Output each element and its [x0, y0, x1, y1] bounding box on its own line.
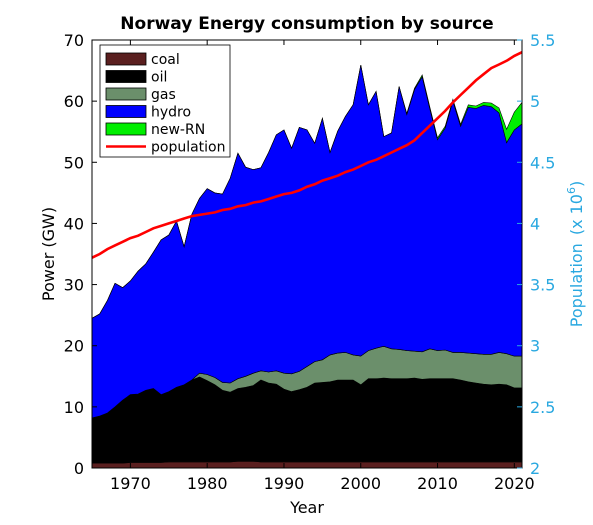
y-tick-label: 50	[64, 153, 84, 172]
population-line-group	[91, 51, 523, 259]
y2-axis-label-close: )	[567, 181, 586, 187]
y2-tick-label: 5.5	[530, 31, 555, 50]
y2-tick-label: 3	[530, 337, 540, 356]
y2-tick-label: 2	[530, 459, 540, 478]
y-tick-label: 0	[74, 459, 84, 478]
x-tick-label: 2010	[417, 474, 458, 493]
y-tick-label: 40	[64, 214, 84, 233]
y2-axis-label-main: Population	[567, 243, 586, 327]
y-tick-label: 60	[64, 92, 84, 111]
legend-swatch-hydro	[105, 105, 147, 118]
y2-axis: 2 2.5 3 3.5 4 4.5 5 5.5	[517, 31, 555, 478]
y2-axis-label: Population (x 106)	[565, 181, 586, 327]
legend-label-new-rn: new-RN	[151, 122, 205, 138]
legend-label-gas: gas	[151, 87, 176, 103]
x-axis-label: Year	[289, 498, 324, 517]
y-tick-label: 10	[64, 398, 84, 417]
legend-label-oil: oil	[151, 70, 167, 86]
population-line	[91, 51, 523, 259]
y-tick-label: 30	[64, 276, 84, 295]
y-tick-label: 20	[64, 337, 84, 356]
stacked-areas	[91, 65, 523, 469]
y-tick-label: 70	[64, 31, 84, 50]
x-axis: 1970 1980 1990 2000 2010 2020	[110, 40, 535, 493]
legend-swatch-oil	[105, 70, 147, 83]
y2-tick-label: 4.5	[530, 153, 555, 172]
x-tick-label: 2020	[494, 474, 535, 493]
y2-tick-label: 5	[530, 92, 540, 111]
legend-swatch-new-rn	[105, 122, 147, 136]
x-tick-label: 1970	[110, 474, 151, 493]
y2-tick-label: 2.5	[530, 398, 555, 417]
legend-label-population: population	[151, 140, 226, 156]
y-axis: 0 10 20 30 40 50 60 70	[64, 31, 97, 478]
x-tick-label: 1980	[187, 474, 228, 493]
legend-swatch-gas	[105, 87, 147, 101]
x-tick-label: 1990	[264, 474, 305, 493]
y2-axis-label-unit: (x 10	[567, 194, 586, 235]
plot-frame	[91, 39, 523, 469]
y-axis-label: Power (GW)	[39, 207, 58, 301]
x-tick-label: 2000	[340, 474, 381, 493]
y2-tick-label: 4	[530, 214, 540, 233]
legend-swatch-coal	[105, 52, 147, 66]
legend-label-coal: coal	[151, 52, 180, 68]
y2-tick-label: 3.5	[530, 276, 555, 295]
chart-title: Norway Energy consumption by source	[120, 14, 493, 34]
y2-axis-label-exponent: 6	[565, 187, 578, 194]
legend-label-hydro: hydro	[151, 105, 191, 121]
